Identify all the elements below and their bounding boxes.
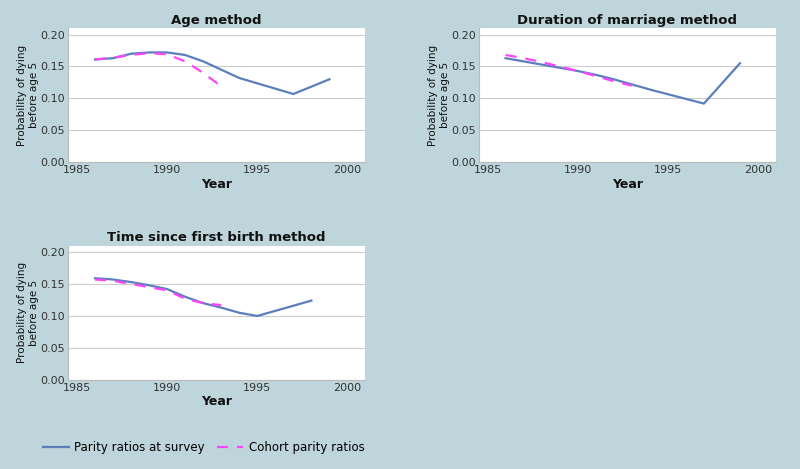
Parity ratios at survey	[108, 277, 118, 282]
Y-axis label: Probability of dying
before age 5: Probability of dying before age 5	[18, 262, 39, 363]
Parity ratios at survey	[162, 286, 172, 292]
Cohort parity ratios	[180, 296, 190, 302]
Line: Cohort parity ratios: Cohort parity ratios	[95, 280, 222, 305]
Line: Parity ratios at survey: Parity ratios at survey	[95, 278, 311, 316]
Title: Duration of marriage method: Duration of marriage method	[518, 14, 738, 27]
Parity ratios at survey	[234, 310, 244, 316]
Parity ratios at survey	[217, 305, 226, 310]
Parity ratios at survey	[198, 300, 208, 306]
Cohort parity ratios	[217, 303, 226, 308]
Y-axis label: Probability of dying
before age 5: Probability of dying before age 5	[428, 45, 450, 146]
Parity ratios at survey	[306, 298, 316, 303]
X-axis label: Year: Year	[612, 178, 642, 191]
Parity ratios at survey	[144, 282, 154, 288]
Legend: Parity ratios at survey, Cohort parity ratios: Parity ratios at survey, Cohort parity r…	[38, 436, 370, 458]
Cohort parity ratios	[108, 278, 118, 284]
X-axis label: Year: Year	[202, 178, 232, 191]
Cohort parity ratios	[126, 281, 136, 287]
Cohort parity ratios	[144, 284, 154, 290]
Parity ratios at survey	[90, 275, 100, 281]
Cohort parity ratios	[162, 287, 172, 293]
Cohort parity ratios	[90, 277, 100, 282]
Cohort parity ratios	[198, 300, 208, 306]
X-axis label: Year: Year	[202, 395, 232, 408]
Title: Age method: Age method	[171, 14, 262, 27]
Parity ratios at survey	[126, 279, 136, 285]
Y-axis label: Probability of dying
before age 5: Probability of dying before age 5	[18, 45, 39, 146]
Parity ratios at survey	[180, 294, 190, 300]
Title: Time since first birth method: Time since first birth method	[107, 232, 326, 244]
Parity ratios at survey	[253, 313, 262, 319]
